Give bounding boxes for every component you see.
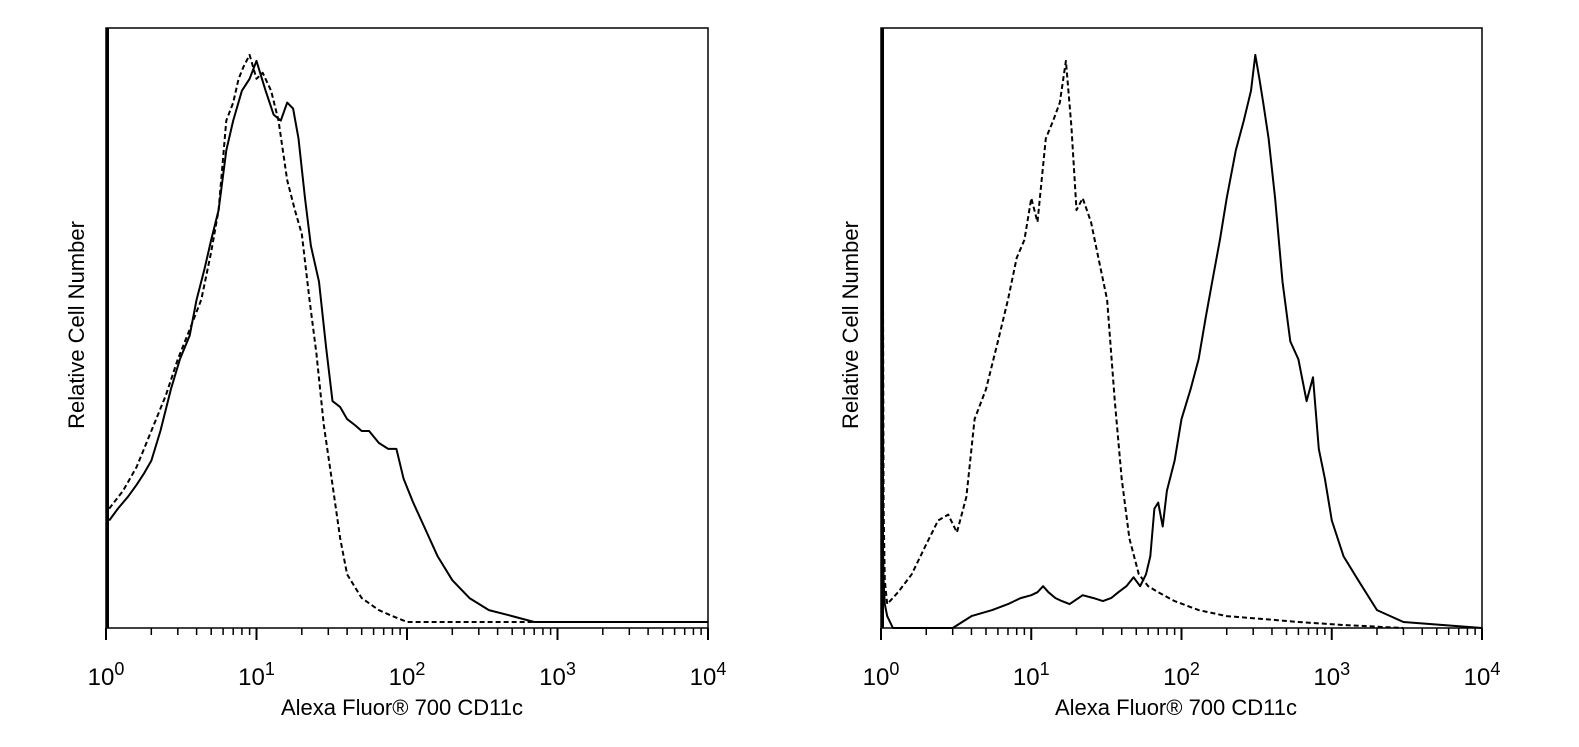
- x-tick-label: 100: [863, 659, 900, 691]
- y-axis-label: Relative Cell Number: [838, 221, 863, 429]
- x-axis-ticks: [105, 628, 709, 640]
- series-layer: [881, 30, 1483, 629]
- histogram-panel-right: 100 101 102 103 104 Alexa Fluor® 700 CD11c R…: [838, 27, 1501, 720]
- series-line-dashed: [108, 53, 708, 623]
- series-line-solid: [881, 53, 1483, 629]
- x-tick-label: 100: [88, 659, 125, 691]
- series-line-solid: [108, 59, 708, 623]
- x-tick-label: 101: [1013, 659, 1050, 691]
- x-tick-label: 103: [1313, 659, 1350, 691]
- x-tick-labels: 100 101 102 103 104: [88, 659, 727, 691]
- x-tick-label: 103: [539, 659, 576, 691]
- series-line-dashed: [881, 30, 1404, 629]
- x-tick-label: 102: [1163, 659, 1200, 691]
- plot-area-frame: [105, 27, 709, 629]
- histogram-panel-left: 100 101 102 103 104 Alexa Fluor® 700 CD11c R…: [64, 27, 727, 720]
- x-tick-label: 104: [690, 659, 727, 691]
- y-axis-label: Relative Cell Number: [64, 221, 89, 429]
- x-axis-label: Alexa Fluor® 700 CD11c: [1055, 695, 1297, 720]
- x-tick-label: 101: [238, 659, 275, 691]
- x-axis-ticks: [880, 628, 1483, 640]
- x-tick-label: 104: [1464, 659, 1501, 691]
- plot-area-frame: [880, 27, 1483, 629]
- x-axis-label: Alexa Fluor® 700 CD11c: [281, 695, 523, 720]
- x-tick-label: 102: [389, 659, 426, 691]
- x-tick-labels: 100 101 102 103 104: [863, 659, 1501, 691]
- series-layer: [108, 53, 708, 623]
